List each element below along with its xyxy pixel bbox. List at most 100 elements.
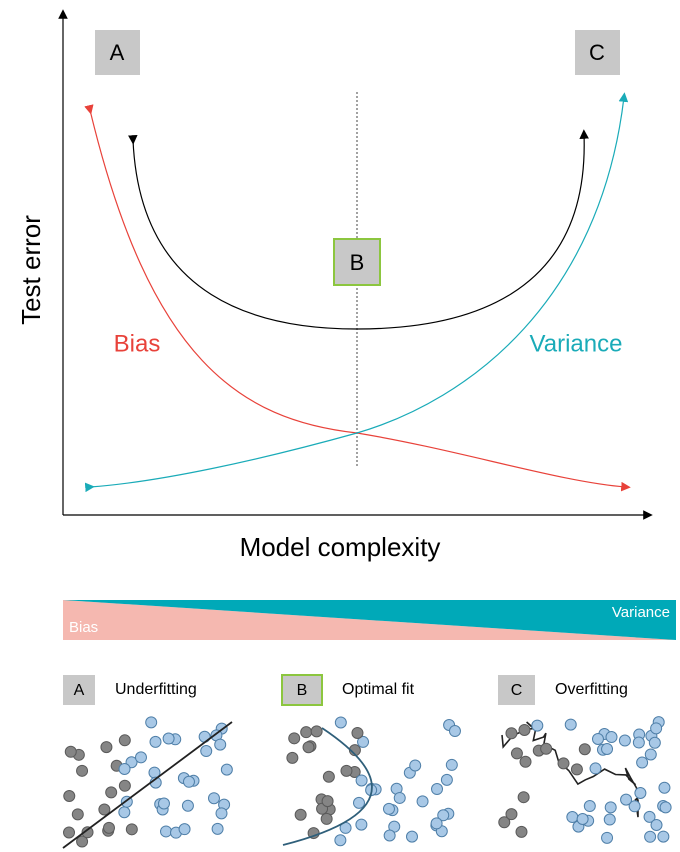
- blue-dot: [437, 809, 450, 822]
- gray-dot: [63, 826, 76, 839]
- blue-dot: [632, 736, 645, 749]
- blue-dot: [355, 818, 368, 831]
- blue-dot: [134, 751, 147, 764]
- blue-dot: [334, 834, 347, 847]
- badge-text: A: [110, 40, 125, 65]
- variance-curve: [84, 92, 629, 493]
- bias-bar-label: Bias: [69, 619, 98, 636]
- blue-dot: [440, 773, 453, 786]
- badge-box: [575, 30, 620, 75]
- blue-dot: [659, 801, 672, 814]
- blue-dot: [118, 806, 131, 819]
- blue-dot: [181, 799, 194, 812]
- gray-dot: [300, 726, 313, 739]
- blue-dot: [211, 822, 224, 835]
- boundary: [282, 727, 373, 846]
- bias-curve: [84, 104, 631, 492]
- badge-box: [333, 238, 381, 286]
- blue-dot: [628, 800, 641, 813]
- blue-dot: [636, 756, 649, 769]
- gray-dot: [505, 808, 518, 821]
- gray-dot: [505, 727, 518, 740]
- blue-dot: [644, 830, 657, 843]
- blue-dot: [118, 762, 131, 775]
- gray-dot: [100, 741, 113, 754]
- blue-dot: [650, 722, 663, 735]
- blue-dot: [564, 718, 577, 731]
- blue-dot: [445, 758, 458, 771]
- badge-box: [95, 30, 140, 75]
- gray-dot: [351, 726, 364, 739]
- gray-dot: [498, 816, 511, 829]
- gray-dot: [81, 826, 94, 839]
- gray-dot: [294, 808, 307, 821]
- gray-dot: [118, 734, 131, 747]
- variance-label: Variance: [530, 330, 623, 357]
- gray-dot: [302, 741, 315, 754]
- blue-dot: [657, 830, 670, 843]
- gray-dot: [118, 779, 131, 792]
- badge-text: B: [297, 682, 308, 699]
- x-axis-label: Model complexity: [240, 532, 441, 562]
- blue-dot: [430, 817, 443, 830]
- blue-dot: [448, 725, 461, 738]
- blue-dot: [583, 800, 596, 813]
- panel-label: Underfitting: [115, 681, 197, 698]
- blue-dot: [650, 818, 663, 831]
- gray-dot: [510, 747, 523, 760]
- variance-wedge: [63, 600, 676, 640]
- gray-dot: [320, 812, 333, 825]
- blue-dot: [200, 745, 213, 758]
- gray-dot: [570, 763, 583, 776]
- blue-dot: [178, 823, 191, 836]
- blue-dot: [658, 781, 671, 794]
- gray-dot: [76, 835, 89, 848]
- gray-dot: [105, 786, 118, 799]
- variance-bar-label: Variance: [612, 604, 670, 621]
- gray-dot: [98, 803, 111, 816]
- gray-dot: [288, 732, 301, 745]
- blue-dot: [603, 813, 616, 826]
- gray-dot: [557, 757, 570, 770]
- badge-text: C: [511, 682, 523, 699]
- blue-dot: [409, 759, 422, 772]
- blue-dot: [648, 736, 661, 749]
- gray-dot: [321, 795, 334, 808]
- y-axis-label: Test error: [16, 215, 46, 325]
- badge-text: C: [589, 40, 605, 65]
- gradient-bar: Bias Variance: [63, 600, 676, 640]
- gray-dot: [517, 791, 530, 804]
- blue-dot: [207, 792, 220, 805]
- blue-dot: [357, 735, 370, 748]
- top-chart: A C B Test error Model complexity Bias V…: [16, 9, 653, 562]
- badge-box: [63, 675, 95, 705]
- blue-dot: [566, 811, 579, 824]
- panels: A Underfitting B Optimal fit C Overfitting: [62, 674, 672, 849]
- gray-dot: [71, 808, 84, 821]
- gray-dot: [125, 823, 138, 836]
- gray-dot: [63, 790, 76, 803]
- blue-dot: [604, 801, 617, 814]
- blue-dot: [214, 738, 227, 751]
- blue-dot: [334, 716, 347, 729]
- error-curve: [127, 129, 589, 330]
- blue-dot: [160, 825, 173, 838]
- blue-dot: [382, 802, 395, 815]
- gray-dot: [322, 770, 335, 783]
- blue-dot: [162, 732, 175, 745]
- blue-dot: [576, 812, 589, 825]
- gray-dot: [76, 764, 89, 777]
- gray-dot: [518, 723, 531, 736]
- blue-dot: [605, 731, 618, 744]
- blue-dot: [157, 797, 170, 810]
- gray-dot: [64, 745, 77, 758]
- panel-label: Optimal fit: [342, 681, 415, 698]
- blue-dot: [634, 786, 647, 799]
- boundary: [62, 721, 233, 849]
- blue-dot: [589, 762, 602, 775]
- blue-dot: [591, 732, 604, 745]
- blue-dot: [531, 719, 544, 732]
- gray-dot: [102, 821, 115, 834]
- blue-dot: [355, 774, 368, 787]
- blue-dot: [383, 829, 396, 842]
